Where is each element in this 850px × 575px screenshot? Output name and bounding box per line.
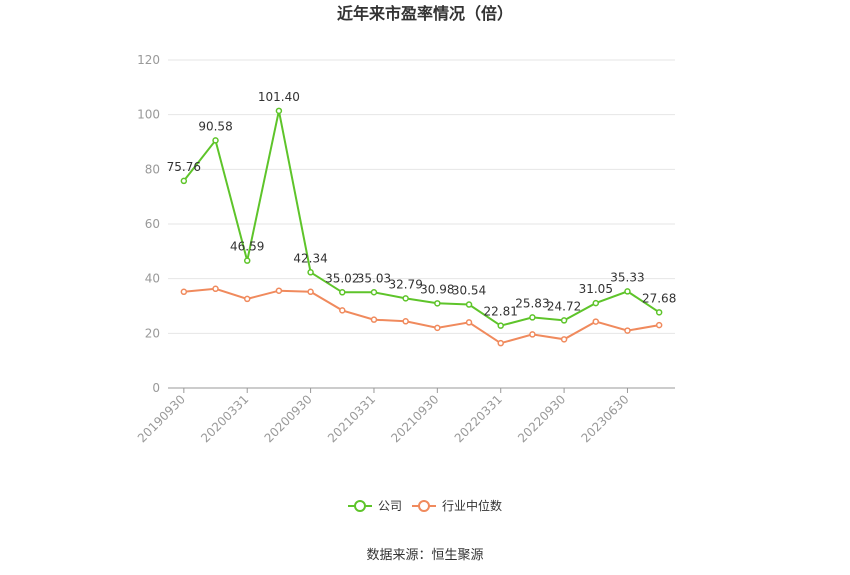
x-tick-label: 20200331 <box>198 392 251 445</box>
data-point <box>592 299 600 307</box>
y-tick-label: 20 <box>145 326 160 340</box>
y-tick-label: 100 <box>137 108 160 122</box>
series-group <box>180 107 663 347</box>
chart-title: 近年来市盈率情况（倍） <box>337 4 513 23</box>
data-point <box>655 321 663 329</box>
data-point <box>529 314 536 321</box>
data-point <box>307 288 314 296</box>
data-point <box>370 289 378 296</box>
legend-item-company[interactable]: 公司 <box>348 499 402 513</box>
data-point <box>402 318 409 325</box>
data-point <box>307 269 314 276</box>
data-label: 35.02 <box>325 271 359 285</box>
data-labels: 75.76 90.58 46.59 101.40 42.34 35.0235.0332.7… <box>167 90 677 319</box>
data-point <box>497 339 504 347</box>
data-label: 35.03 <box>357 271 391 285</box>
data-label: 42.34 <box>293 251 327 265</box>
data-point <box>339 307 346 314</box>
x-tick-label: 20210331 <box>325 392 378 445</box>
data-point <box>560 336 568 343</box>
data-label: 30.98 <box>420 282 454 296</box>
data-label: 35.33 <box>610 270 644 284</box>
data-label: 27.68 <box>642 291 676 305</box>
grid-lines <box>168 59 675 334</box>
data-point <box>560 317 568 324</box>
legend-company-label: 公司 <box>378 499 402 513</box>
y-tick-label: 0 <box>152 381 160 395</box>
data-point <box>465 301 473 308</box>
data-point <box>243 257 251 264</box>
series-line-1 <box>183 287 660 345</box>
legend-industry-marker <box>418 500 430 512</box>
data-point <box>465 319 473 326</box>
data-source: 数据来源：恒生聚源 <box>366 548 483 563</box>
data-label: 32.79 <box>388 277 422 291</box>
legend-industry-label: 行业中位数 <box>442 498 502 513</box>
x-tick-label: 20190930 <box>135 392 188 445</box>
data-label: 22.81 <box>484 305 518 319</box>
y-axis: 0 20 40 60 80 100 120 <box>137 53 160 395</box>
y-tick-label: 40 <box>145 272 160 286</box>
legend-company-marker <box>354 500 366 512</box>
x-axis: 20190930 20200331 20200930 20210331 20210930… <box>135 387 675 445</box>
data-label: 90.58 <box>198 119 232 133</box>
data-point <box>243 295 251 303</box>
y-tick-label: 80 <box>145 162 160 176</box>
data-point <box>402 295 409 302</box>
data-label: 46.59 <box>230 240 264 254</box>
data-label: 25.83 <box>515 296 549 310</box>
y-tick-label: 120 <box>137 53 160 67</box>
data-point <box>275 107 283 115</box>
x-tick-label: 20210930 <box>388 392 441 445</box>
legend-item-industry-median[interactable]: 行业中位数 <box>412 498 502 513</box>
x-tick-label: 20230630 <box>579 392 632 445</box>
data-point <box>497 322 504 329</box>
data-point <box>434 300 441 307</box>
data-label: 31.05 <box>579 282 613 296</box>
data-point <box>339 289 346 296</box>
data-point <box>180 288 188 296</box>
data-label: 30.54 <box>452 284 486 298</box>
data-point <box>624 288 631 295</box>
data-point <box>529 331 536 338</box>
series-line-0 <box>183 110 660 327</box>
x-tick-label: 20220930 <box>515 392 568 445</box>
legend: 公司 行业中位数 <box>348 498 502 513</box>
data-point <box>212 137 219 144</box>
data-point <box>434 324 441 332</box>
x-tick-label: 20200930 <box>262 392 315 445</box>
data-point <box>275 287 283 294</box>
data-point <box>655 309 663 316</box>
data-label: 75.76 <box>167 160 201 174</box>
x-tick-label: 20220331 <box>452 392 505 445</box>
data-point <box>180 177 188 185</box>
data-point <box>592 318 600 325</box>
data-point <box>212 285 219 293</box>
data-label: 24.72 <box>547 299 581 313</box>
data-point <box>370 316 378 323</box>
data-point <box>624 327 631 334</box>
data-label: 101.40 <box>258 90 300 104</box>
y-tick-label: 60 <box>145 217 160 231</box>
